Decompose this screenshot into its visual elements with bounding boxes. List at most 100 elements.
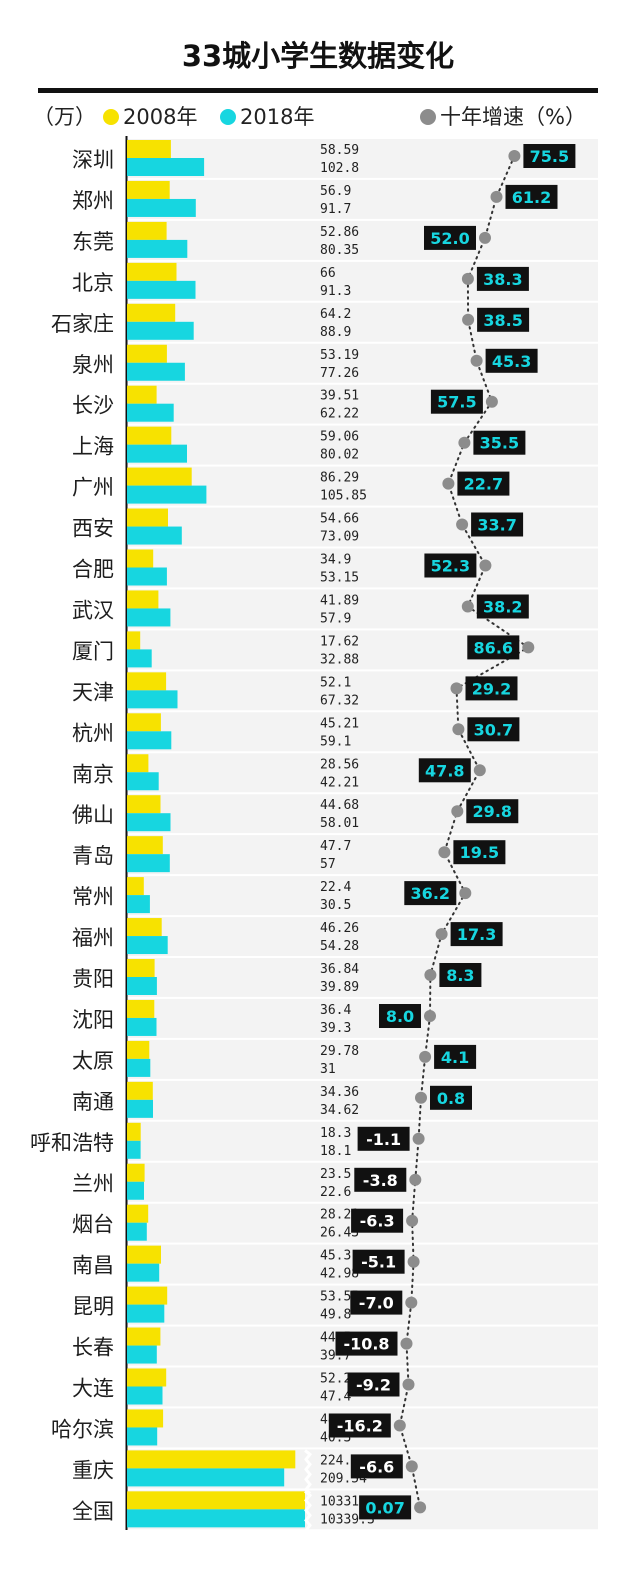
growth-label-box [350,1290,403,1315]
data-row: 沈阳 36.4 39.3 [72,999,351,1036]
data-row: 福州 46.26 54.28 [72,918,359,955]
growth-label: 33.7 [477,516,516,535]
value-2018-label: 31 [320,1062,336,1077]
growth-marker: -1.1 [357,1126,425,1151]
growth-marker: 30.7 [452,717,520,742]
city-label: 西安 [72,517,114,541]
growth-label: 29.8 [473,802,512,821]
growth-label: 45.3 [492,352,531,371]
growth-label: -6.6 [359,1457,394,1476]
value-2008-label: 17.62 [320,634,359,649]
growth-label: 0.07 [365,1498,404,1517]
title-rule [38,88,598,93]
data-row: 广州 86.29 105.85 [72,467,367,504]
city-label: 武汉 [72,598,114,622]
value-2008-label: 44.68 [320,798,359,813]
bar-2018 [127,1345,157,1364]
row-stripe [127,220,598,260]
value-2018-label: 67.32 [320,693,359,708]
bar-2008 [127,344,167,363]
growth-point [479,231,491,244]
growth-label-box [466,799,519,824]
value-2018-label: 49.8 [320,1308,351,1323]
growth-marker: 29.2 [450,676,518,701]
value-2018-label: 26.43 [320,1226,359,1241]
growth-point [452,723,465,736]
growth-point [458,436,471,449]
growth-point [424,969,437,981]
bar-2008 [127,754,149,773]
growth-trend-line [398,155,531,1509]
growth-label: 0.8 [437,1089,465,1108]
value-2018-label: 39.89 [320,980,359,995]
growth-label: 57.5 [437,393,476,412]
value-2018-label: 73.09 [320,530,359,545]
value-2008-label: 28.56 [320,757,359,772]
row-stripe [127,425,598,465]
bar-2018 [127,321,194,340]
city-label: 长沙 [72,394,114,418]
growth-label: 36.2 [411,884,450,903]
data-row: 贵阳 36.84 39.89 [72,959,359,995]
growth-label-box [471,512,524,537]
data-row: 兰州 23.5 22.6 [72,1163,351,1200]
growth-label: -1.1 [366,1130,401,1149]
city-label: 郑州 [72,189,114,213]
value-2008-label: 56.9 [320,184,351,199]
bar-2018 [127,158,205,176]
city-label: 呼和浩特 [30,1131,114,1155]
bar-2008 [127,180,170,199]
data-row: 呼和浩特 18.3 18.1 [30,1122,351,1159]
legend: （万） 2008年 2018年 十年增速（%） [33,105,586,129]
row-stripe [127,630,598,670]
bar-2018 [127,936,168,955]
growth-marker: -16.2 [328,1413,406,1438]
growth-marker: 22.7 [442,471,510,496]
growth-point [407,1255,420,1268]
value-2008-label: 54.66 [320,512,359,527]
growth-marker: 52.3 [424,553,492,578]
city-label: 大连 [72,1377,114,1401]
growth-marker: 0.07 [359,1495,427,1520]
growth-marker: 61.2 [490,184,558,209]
growth-label-box [328,1413,391,1438]
bar-2008 [127,795,161,814]
growth-label-box [404,881,457,906]
growth-marker: 45.3 [470,348,538,373]
value-2018-label: 62.22 [320,407,359,422]
value-2018-label: 80.02 [320,448,359,463]
value-2008-label: 34.9 [320,553,351,568]
growth-point [442,477,455,490]
value-2008-label: 52.2 [320,1372,351,1387]
bar-2008 [127,1122,141,1141]
bar-2008 [127,1450,296,1469]
growth-label: 75.5 [530,147,569,166]
data-row: 烟台 28.21 26.43 [72,1204,359,1241]
bar-2008 [127,1204,149,1223]
bar-2018 [127,608,171,627]
value-2008-label: 86.29 [320,471,359,486]
legend-2018-label: 2018年 [240,105,314,129]
data-row: 北京 66 91.3 [72,262,351,299]
bar-2018 [127,731,172,750]
city-label: 烟台 [72,1213,114,1237]
growth-label-box [476,266,529,291]
growth-marker: 47.8 [418,758,486,783]
value-2018-label: 105.85 [320,489,367,504]
bar-2008 [127,549,154,568]
growth-label-box [434,1044,477,1069]
value-2018-label: 58.01 [320,816,359,831]
city-label: 合肥 [72,558,114,582]
bar-2008 [127,959,155,977]
city-label: 太原 [72,1049,114,1073]
row-stripe [127,794,598,834]
city-label: 南通 [72,1090,114,1114]
row-stripe [127,1039,598,1079]
growth-label-box [476,594,529,619]
bar-2018 [127,1386,163,1405]
growth-label-box [477,307,530,332]
bar-2008 [127,1040,150,1059]
growth-point [409,1173,422,1186]
growth-marker: 52.0 [424,225,491,250]
